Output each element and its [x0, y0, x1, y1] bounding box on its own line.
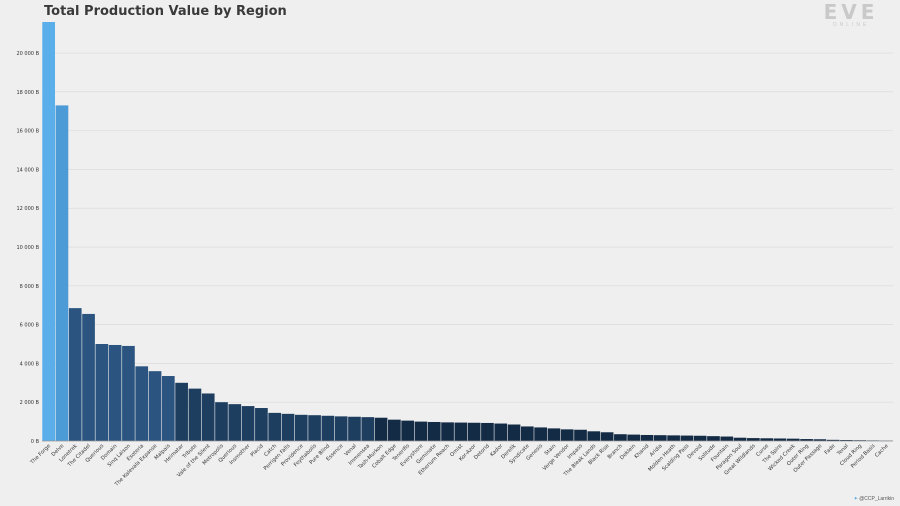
bar-the-citadel — [82, 313, 95, 441]
bar-the-kalevala-expanse — [148, 371, 162, 441]
y-tick-label: 12 000 B — [16, 206, 39, 212]
bar-impass — [574, 429, 587, 441]
credit-handle: @CCP_Larrikin — [859, 496, 894, 502]
bar-tribute — [188, 388, 202, 441]
bar-syndicate — [520, 426, 534, 441]
bar-everyshore — [414, 421, 428, 441]
bar-aridia — [653, 435, 667, 441]
bar-venal — [348, 416, 361, 441]
bar-molden-heath — [667, 435, 680, 441]
y-tick-label: 8 000 B — [20, 284, 40, 290]
bar-domain — [108, 344, 122, 441]
bar-feythabolis — [308, 415, 321, 441]
bar-black-rise — [600, 432, 614, 441]
y-tick-label: 0 B — [31, 439, 40, 445]
bar-deklein — [627, 434, 641, 441]
bar-paragon-soul — [733, 437, 747, 441]
bar-metropolis — [215, 402, 228, 441]
logo-word: EVE — [823, 0, 879, 24]
author-credit: ✦ @CCP_Larrikin — [854, 496, 894, 502]
bar-querious — [95, 344, 109, 441]
bar-pure-blind — [321, 415, 335, 441]
logo-subtitle: ONLINE — [832, 22, 870, 28]
bar-curse — [760, 438, 774, 441]
x-tick-label: Khanid — [634, 443, 651, 460]
y-tick-label: 2 000 B — [20, 400, 40, 406]
bar-branch — [614, 434, 627, 441]
bar-fade — [826, 439, 840, 441]
bar-sinq-laison — [122, 345, 135, 441]
bar-providence — [294, 414, 308, 441]
bar-the-spire — [773, 438, 787, 441]
bar-cobalt-edge — [388, 419, 401, 441]
x-tick-label: Fade — [824, 443, 837, 456]
y-tick-label: 20 000 B — [16, 51, 39, 57]
bar-derelik — [507, 424, 521, 441]
y-tick-label: 4 000 B — [20, 361, 40, 367]
bar-great-wildlands — [747, 438, 760, 441]
bar-vale-of-the-silent — [201, 393, 215, 441]
bar-outer-ring — [800, 439, 813, 441]
bar-tenal — [840, 440, 853, 441]
x-tick-label: Placid — [250, 443, 265, 458]
bar-khanid — [640, 434, 654, 441]
bar-wicked-creek — [786, 438, 800, 441]
x-tick-label: Cache — [874, 443, 890, 459]
bar-delve — [55, 105, 69, 441]
bar-stain — [547, 428, 561, 441]
bar-insmother — [241, 406, 255, 441]
bar-omist — [454, 422, 468, 441]
bar-immensea — [361, 417, 375, 441]
bar-perrigen-falls — [281, 413, 295, 441]
bar-kor-azor — [467, 422, 481, 441]
bar-detorid — [481, 422, 494, 441]
y-tick-label: 6 000 B — [20, 323, 40, 329]
twitter-bird-icon: ✦ — [853, 496, 858, 502]
bar-tenerifis — [401, 420, 415, 441]
bar-placid — [255, 408, 268, 441]
y-tick-label: 16 000 B — [16, 129, 39, 135]
bar-scalding-pass — [680, 435, 694, 441]
bar-querious — [228, 404, 242, 441]
grid-layer — [42, 52, 893, 403]
bar-lonetrek — [68, 308, 82, 441]
bar-catch — [268, 412, 282, 441]
bar-solitude — [707, 436, 720, 441]
y-tick-labels: 0 B 2 000 B 4 000 B 6 000 B 8 000 B 10 000 B 1… — [16, 51, 39, 445]
y-tick-label: 18 000 B — [16, 90, 39, 96]
bar-the-forge — [42, 22, 55, 441]
bar-esoteria — [135, 366, 149, 441]
chart-title: Total Production Value by Region — [44, 4, 287, 19]
bar-devoid — [693, 435, 707, 441]
eve-online-logo: EVE ONLINE — [816, 2, 886, 28]
bar-malpais — [161, 376, 175, 441]
bar-the-bleak-lands — [587, 431, 601, 441]
x-tick-label: The Forge — [29, 443, 52, 466]
bar-tash-murkon — [374, 417, 388, 441]
bar-geminate — [427, 421, 441, 441]
y-tick-label: 14 000 B — [16, 167, 39, 173]
bar-kador — [494, 423, 508, 441]
y-tick-label: 10 000 B — [16, 245, 39, 251]
bar-verge-vendor — [560, 429, 574, 441]
bar-etherium-reach — [441, 422, 454, 441]
bar-layer — [42, 22, 893, 442]
bar-outer-passage — [813, 439, 827, 441]
bar-essence — [334, 416, 348, 441]
bar-fountain — [720, 436, 734, 441]
bar-genesis — [534, 427, 547, 441]
bar-heimatar — [175, 382, 188, 441]
